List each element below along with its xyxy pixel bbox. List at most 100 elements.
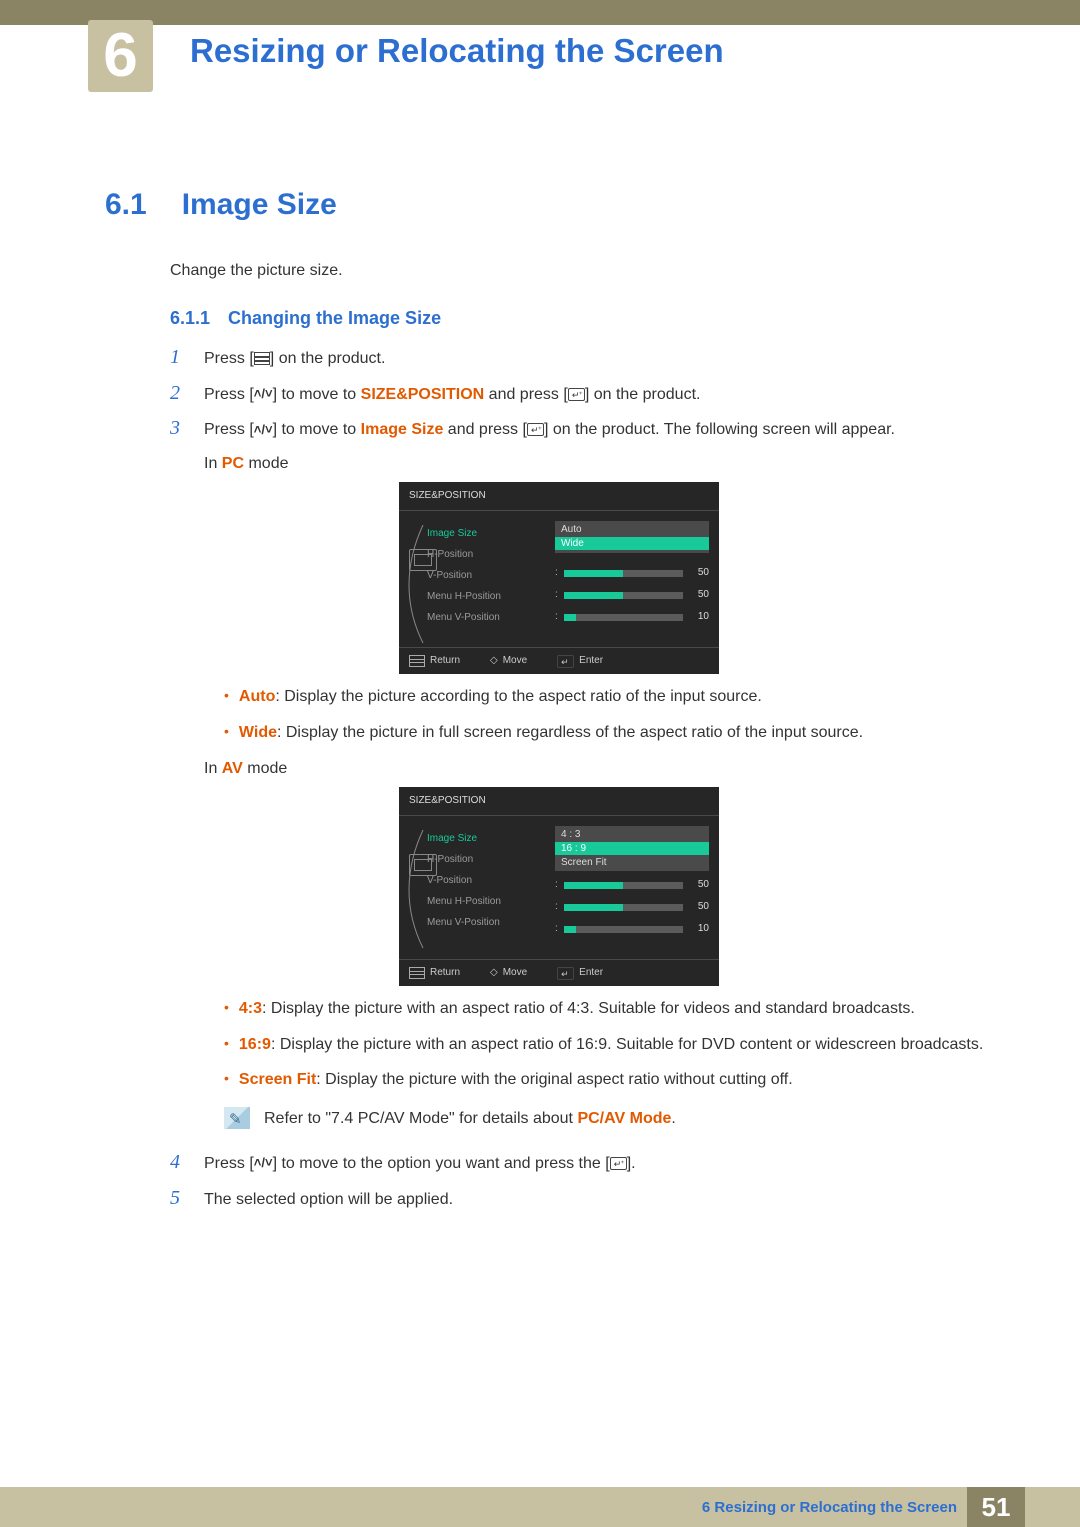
intro-text: Change the picture size. xyxy=(170,259,343,283)
bullet-desc: : Display the picture according to the a… xyxy=(275,688,762,705)
highlight-term: Image Size xyxy=(361,421,444,438)
osd-footer-return: Return xyxy=(409,653,460,669)
osd-menu-item: Image Size xyxy=(427,526,549,542)
enter-icon: ⁺ xyxy=(610,1157,627,1170)
osd-footer-move: ◇ Move xyxy=(490,965,527,981)
osd-slider-row: :50 xyxy=(555,899,709,915)
step-text: Press [] on the product. xyxy=(204,346,1020,372)
updown-arrows-icon: ˄/˅ xyxy=(254,420,273,441)
osd-slider-value: 50 xyxy=(689,877,709,893)
menu-icon xyxy=(254,352,270,365)
osd-footer-return: Return xyxy=(409,965,460,981)
osd-slider-value: 50 xyxy=(689,899,709,915)
section-number: 6.1 xyxy=(105,188,147,222)
osd-menu-item: Menu V-Position xyxy=(427,610,549,626)
bullet-dot-icon: • xyxy=(224,720,229,742)
step-4: 4 Press [˄/˅] to move to the option you … xyxy=(170,1151,1020,1177)
osd-slider xyxy=(564,592,683,599)
updown-arrows-icon: ˄/˅ xyxy=(254,1153,273,1174)
osd-option-selected: Wide xyxy=(555,537,709,550)
osd-curve-decoration xyxy=(409,521,427,631)
osd-option: Screen Fit xyxy=(561,856,703,869)
bullet-dot-icon: • xyxy=(224,1067,229,1089)
step-text: Press [˄/˅] to move to Image Size and pr… xyxy=(204,417,1020,1141)
cross-reference-note: Refer to "7.4 PC/AV Mode" for details ab… xyxy=(224,1107,1020,1131)
footer-page-number: 51 xyxy=(967,1487,1025,1527)
step-5: 5 The selected option will be applied. xyxy=(170,1187,1020,1213)
bullet-term: 4:3 xyxy=(239,1000,262,1017)
osd-menu-item: Menu V-Position xyxy=(427,915,549,931)
bullet-list-av: •4:3: Display the picture with an aspect… xyxy=(224,996,1020,1093)
section-title: Image Size xyxy=(182,188,337,222)
bullet-desc: : Display the picture with an aspect rat… xyxy=(271,1036,983,1053)
highlight-term: PC xyxy=(222,455,244,472)
osd-slider-row: :10 xyxy=(555,921,709,937)
osd-footer-enter: Enter xyxy=(557,653,603,669)
osd-screenshot-av: SIZE&POSITION Image Size H-Position V-Po… xyxy=(399,787,719,986)
osd-category-icon xyxy=(409,549,437,571)
bullet-item: •Screen Fit: Display the picture with th… xyxy=(224,1067,1020,1093)
highlight-term: SIZE&POSITION xyxy=(361,386,485,403)
osd-menu-item: H-Position xyxy=(427,852,549,868)
osd-values: 4 : 3 16 : 9 Screen Fit :50 :50 :10 xyxy=(549,826,709,943)
osd-body: Image Size H-Position V-Position Menu H-… xyxy=(399,816,719,959)
osd-option: 4 : 3 xyxy=(561,828,703,841)
osd-footer: Return ◇ Move Enter xyxy=(399,647,719,674)
osd-menu-item: Menu H-Position xyxy=(427,589,549,605)
section-heading: 6.1 Image Size xyxy=(105,188,337,222)
osd-slider xyxy=(564,882,683,889)
bullet-list-pc: • Auto: Display the picture according to … xyxy=(224,684,1020,745)
osd-menu-item: Menu H-Position xyxy=(427,894,549,910)
step-number: 5 xyxy=(170,1187,186,1210)
osd-slider-row: :50 xyxy=(555,587,709,603)
osd-option-dropdown: 4 : 3 16 : 9 Screen Fit xyxy=(555,826,709,871)
step-number: 1 xyxy=(170,346,186,369)
bullet-desc: : Display the picture with an aspect rat… xyxy=(262,1000,915,1017)
step-text: The selected option will be applied. xyxy=(204,1187,1020,1213)
osd-slider-value: 10 xyxy=(689,609,709,625)
enter-icon xyxy=(557,967,574,980)
bullet-item: •16:9: Display the picture with an aspec… xyxy=(224,1032,1020,1058)
note-text: Refer to "7.4 PC/AV Mode" for details ab… xyxy=(264,1107,676,1131)
osd-slider-row: :50 xyxy=(555,565,709,581)
osd-menu-item: V-Position xyxy=(427,873,549,889)
step-2: 2 Press [˄/˅] to move to SIZE&POSITION a… xyxy=(170,382,1020,408)
bullet-dot-icon: • xyxy=(224,996,229,1018)
highlight-term: PC/AV Mode xyxy=(577,1110,671,1127)
enter-icon xyxy=(557,655,574,668)
osd-footer-enter: Enter xyxy=(557,965,603,981)
manual-page: 6 Resizing or Relocating the Screen 6.1 … xyxy=(0,0,1080,1527)
osd-header: SIZE&POSITION xyxy=(399,787,719,816)
osd-menu-list: Image Size H-Position V-Position Menu H-… xyxy=(427,521,549,631)
subsection-title: Changing the Image Size xyxy=(228,308,441,329)
osd-menu-item: H-Position xyxy=(427,547,549,563)
osd-option: Auto xyxy=(561,523,703,536)
subsection-heading: 6.1.1 Changing the Image Size xyxy=(170,308,441,329)
step-number: 3 xyxy=(170,417,186,440)
step-3: 3 Press [˄/˅] to move to Image Size and … xyxy=(170,417,1020,1141)
osd-slider xyxy=(564,570,683,577)
bullet-term: Auto xyxy=(239,688,275,705)
bullet-term: Screen Fit xyxy=(239,1071,316,1088)
osd-slider-row: :50 xyxy=(555,877,709,893)
enter-icon: ⁺ xyxy=(568,388,585,401)
osd-slider-value: 10 xyxy=(689,921,709,937)
osd-menu-item: V-Position xyxy=(427,568,549,584)
highlight-term: AV xyxy=(222,760,243,777)
osd-header: SIZE&POSITION xyxy=(399,482,719,511)
chapter-number-tab: 6 xyxy=(88,20,153,92)
osd-footer: Return ◇ Move Enter xyxy=(399,959,719,986)
step-1: 1 Press [] on the product. xyxy=(170,346,1020,372)
page-footer: 6 Resizing or Relocating the Screen 51 xyxy=(0,1487,1080,1527)
step-number: 2 xyxy=(170,382,186,405)
osd-slider-value: 50 xyxy=(689,587,709,603)
bullet-desc: : Display the picture in full screen reg… xyxy=(277,724,863,741)
bullet-dot-icon: • xyxy=(224,1032,229,1054)
bullet-item: • 4:3: Display the picture with an aspect… xyxy=(224,996,1020,1022)
osd-slider xyxy=(564,614,683,621)
osd-slider xyxy=(564,904,683,911)
step-text: Press [˄/˅] to move to the option you wa… xyxy=(204,1151,1020,1177)
osd-menu-list: Image Size H-Position V-Position Menu H-… xyxy=(427,826,549,943)
osd-option-dropdown: Auto Wide xyxy=(555,521,709,553)
footer-chapter-label: 6 Resizing or Relocating the Screen xyxy=(702,1499,957,1516)
